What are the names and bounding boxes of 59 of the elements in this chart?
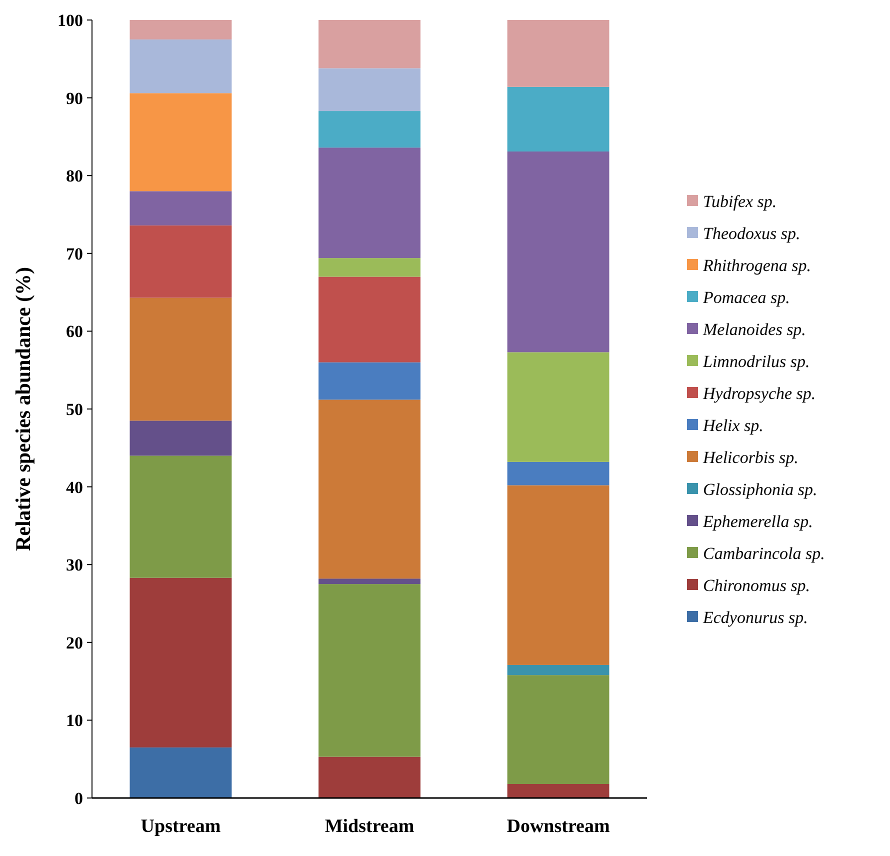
bar — [507, 462, 610, 486]
legend-label: Cambarincola sp. — [703, 544, 825, 563]
bar — [318, 400, 420, 579]
bar — [507, 784, 610, 798]
x-tick-label: Midstream — [324, 816, 414, 837]
bar — [130, 578, 232, 748]
y-tick-label: 80 — [66, 166, 83, 186]
x-tick-label: Downstream — [506, 816, 610, 837]
legend-label: Theodoxus sp. — [703, 224, 800, 243]
y-tick-label: 60 — [66, 322, 83, 342]
bar — [318, 276, 420, 362]
legend-label: Limnodrilus sp. — [702, 352, 810, 371]
bar — [130, 93, 232, 192]
y-tick-label: 70 — [66, 244, 83, 264]
bar — [507, 86, 610, 152]
bar — [318, 68, 420, 112]
bar — [130, 298, 232, 421]
bar — [130, 39, 232, 94]
bar — [507, 485, 610, 665]
bar — [507, 675, 610, 784]
y-tick-label: 0 — [74, 788, 83, 808]
bar — [318, 362, 420, 400]
bar — [130, 191, 232, 226]
x-tick-label: Upstream — [140, 816, 221, 837]
bar — [130, 456, 232, 578]
y-tick-label: 10 — [66, 711, 83, 730]
legend-label: Rhithrogena sp. — [702, 256, 811, 275]
legend-label: Helicorbis sp. — [702, 448, 798, 467]
y-axis-title: Relative species abundance (%) — [11, 266, 35, 552]
bar — [507, 20, 610, 87]
bar — [318, 578, 420, 584]
y-tick-label: 40 — [66, 478, 83, 497]
legend-label: Ephemerella sp. — [702, 512, 813, 531]
legend-label: Chironomus sp. — [703, 576, 810, 595]
bar — [318, 20, 420, 68]
y-tick-label: 30 — [66, 556, 83, 575]
legend-label: Melanoides sp. — [702, 320, 806, 339]
legend-label: Ecdyonurus sp. — [702, 608, 808, 627]
bar — [507, 151, 610, 352]
y-tick-label: 90 — [66, 88, 83, 108]
legend-label: Hydropsyche sp. — [702, 384, 816, 403]
bar — [507, 352, 610, 462]
bar — [318, 756, 420, 798]
bar — [318, 148, 420, 258]
bar — [318, 584, 420, 757]
bar — [318, 258, 420, 277]
bar — [318, 111, 420, 148]
y-tick-label: 20 — [66, 633, 83, 652]
bar — [507, 664, 610, 676]
bar — [130, 420, 232, 456]
bar — [130, 747, 232, 798]
bar — [130, 20, 232, 40]
legend-label: Helix sp. — [702, 416, 764, 435]
legend-label: Glossiphonia sp. — [703, 480, 818, 499]
y-tick-label: 100 — [58, 10, 83, 30]
bar — [130, 225, 232, 298]
legend-label: Tubifex sp. — [703, 192, 777, 211]
y-tick-label: 50 — [66, 400, 83, 419]
legend-label: Pomacea sp. — [702, 288, 790, 307]
